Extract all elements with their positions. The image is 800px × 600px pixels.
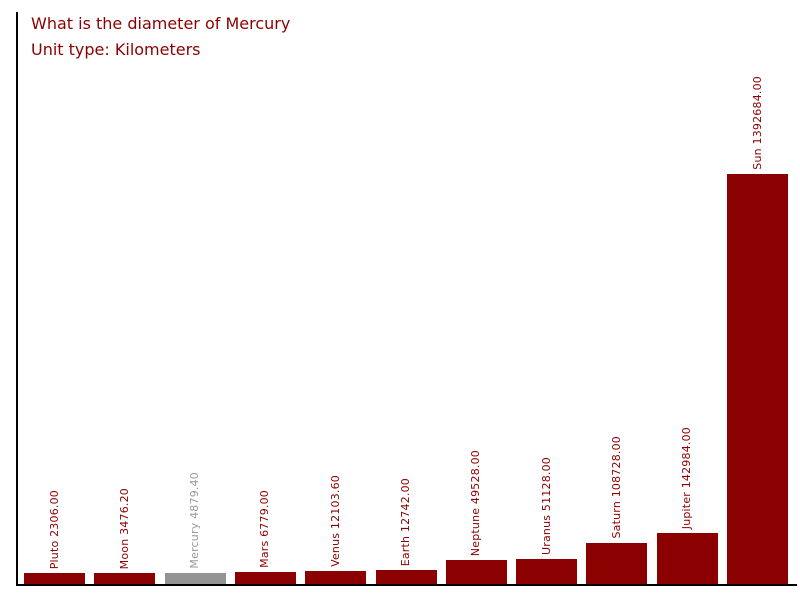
- bar-label-uranus: Uranus 51128.00: [539, 457, 553, 556]
- bar-label-pluto: Pluto 2306.00: [47, 490, 61, 570]
- bar-label-venus: Venus 12103.60: [328, 474, 342, 567]
- bar-label-earth: Earth 12742.00: [399, 478, 412, 567]
- bar-jupiter: [656, 532, 718, 584]
- bar-uranus: [516, 559, 578, 584]
- bar-moon: [94, 573, 156, 584]
- chart-title: What is the diameter of Mercury: [31, 14, 291, 33]
- y-axis-line: [16, 12, 18, 586]
- bar-mars: [234, 572, 296, 584]
- bar-saturn: [586, 542, 648, 584]
- bar-mercury: [164, 572, 226, 584]
- bar-label-moon: Moon 3476.20: [117, 487, 131, 569]
- bar-label-sun: Sun 1392684.00: [750, 76, 764, 170]
- bar-sun: [727, 174, 788, 584]
- x-axis-line: [16, 584, 797, 586]
- bar-neptune: [445, 559, 507, 584]
- bar-earth: [375, 570, 437, 584]
- bar-label-mercury: Mercury 4879.40: [188, 472, 202, 569]
- bar-label-neptune: Neptune 49528.00: [469, 449, 483, 556]
- bar-label-saturn: Saturn 108728.00: [609, 436, 623, 539]
- bar-label-jupiter: Jupiter 142984.00: [680, 426, 694, 529]
- chart-subtitle: Unit type: Kilometers: [31, 40, 201, 59]
- bar-venus: [305, 570, 367, 584]
- bar-pluto: [24, 573, 85, 584]
- bar-label-mars: Mars 6779.00: [258, 490, 272, 569]
